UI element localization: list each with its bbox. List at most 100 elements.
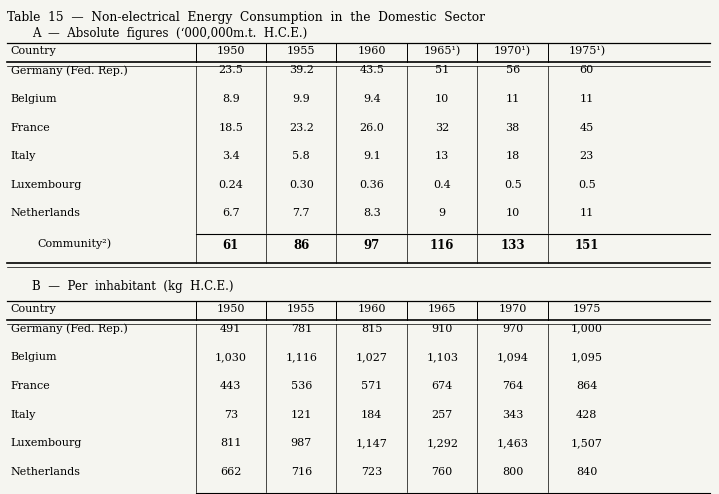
Text: 0.5: 0.5 [578, 180, 595, 190]
Text: 1,094: 1,094 [497, 352, 528, 362]
Text: Italy: Italy [11, 151, 36, 161]
Text: Community²): Community²) [37, 239, 111, 249]
Text: 1975: 1975 [572, 304, 601, 314]
Text: 39.2: 39.2 [289, 65, 313, 75]
Text: 8.3: 8.3 [363, 208, 380, 218]
Text: 1,292: 1,292 [426, 438, 458, 448]
Text: 18.5: 18.5 [219, 123, 243, 132]
Text: 6.7: 6.7 [222, 208, 239, 218]
Text: Italy: Italy [11, 410, 36, 419]
Text: 60: 60 [580, 65, 594, 75]
Text: 0.4: 0.4 [434, 180, 451, 190]
Text: 9.1: 9.1 [363, 151, 380, 161]
Text: 970: 970 [502, 324, 523, 333]
Text: 1975¹): 1975¹) [568, 46, 605, 57]
Text: 1950: 1950 [216, 46, 245, 56]
Text: 723: 723 [361, 467, 383, 477]
Text: Germany (Fed. Rep.): Germany (Fed. Rep.) [11, 324, 127, 334]
Text: 910: 910 [431, 324, 453, 333]
Text: Netherlands: Netherlands [11, 208, 81, 218]
Text: 571: 571 [361, 381, 383, 391]
Text: 23.2: 23.2 [289, 123, 313, 132]
Text: 764: 764 [502, 381, 523, 391]
Text: 1965: 1965 [428, 304, 457, 314]
Text: 45: 45 [580, 123, 594, 132]
Text: 8.9: 8.9 [222, 94, 239, 104]
Text: 133: 133 [500, 239, 525, 251]
Text: 781: 781 [290, 324, 312, 333]
Text: 1965¹): 1965¹) [423, 46, 461, 57]
Text: 1,027: 1,027 [356, 352, 388, 362]
Text: 1955: 1955 [287, 46, 316, 56]
Text: 1955: 1955 [287, 304, 316, 314]
Text: 674: 674 [431, 381, 453, 391]
Text: 0.36: 0.36 [360, 180, 384, 190]
Text: 987: 987 [290, 438, 312, 448]
Text: Belgium: Belgium [11, 352, 58, 362]
Text: 1,463: 1,463 [497, 438, 528, 448]
Text: 428: 428 [576, 410, 597, 419]
Text: 811: 811 [220, 438, 242, 448]
Text: 760: 760 [431, 467, 453, 477]
Text: 491: 491 [220, 324, 242, 333]
Text: 23.5: 23.5 [219, 65, 243, 75]
Text: 1,507: 1,507 [571, 438, 603, 448]
Text: 97: 97 [364, 239, 380, 251]
Text: 61: 61 [223, 239, 239, 251]
Text: 18: 18 [505, 151, 520, 161]
Text: 1,147: 1,147 [356, 438, 388, 448]
Text: 257: 257 [431, 410, 453, 419]
Text: 86: 86 [293, 239, 309, 251]
Text: 151: 151 [574, 239, 599, 251]
Text: 56: 56 [505, 65, 520, 75]
Text: 815: 815 [361, 324, 383, 333]
Text: 5.8: 5.8 [293, 151, 310, 161]
Text: 121: 121 [290, 410, 312, 419]
Text: 11: 11 [580, 94, 594, 104]
Text: 9.9: 9.9 [293, 94, 310, 104]
Text: B  —  Per  inhabitant  (kg  H.C.E.): B — Per inhabitant (kg H.C.E.) [32, 280, 234, 293]
Text: Germany (Fed. Rep.): Germany (Fed. Rep.) [11, 65, 127, 76]
Text: 51: 51 [435, 65, 449, 75]
Text: 443: 443 [220, 381, 242, 391]
Text: Belgium: Belgium [11, 94, 58, 104]
Text: 1,103: 1,103 [426, 352, 458, 362]
Text: 1960: 1960 [357, 304, 386, 314]
Text: 13: 13 [435, 151, 449, 161]
Text: Luxembourg: Luxembourg [11, 180, 82, 190]
Text: 1970: 1970 [498, 304, 527, 314]
Text: 840: 840 [576, 467, 597, 477]
Text: 26.0: 26.0 [360, 123, 384, 132]
Text: 343: 343 [502, 410, 523, 419]
Text: 116: 116 [430, 239, 454, 251]
Text: 32: 32 [435, 123, 449, 132]
Text: 73: 73 [224, 410, 238, 419]
Text: 23: 23 [580, 151, 594, 161]
Text: 0.5: 0.5 [504, 180, 521, 190]
Text: 1970¹): 1970¹) [494, 46, 531, 57]
Text: 1960: 1960 [357, 46, 386, 56]
Text: 0.24: 0.24 [219, 180, 243, 190]
Text: 9.4: 9.4 [363, 94, 380, 104]
Text: A  —  Absolute  figures  (‘000,000m.t.  H.C.E.): A — Absolute figures (‘000,000m.t. H.C.E… [32, 27, 308, 40]
Text: France: France [11, 381, 50, 391]
Text: 10: 10 [505, 208, 520, 218]
Text: 184: 184 [361, 410, 383, 419]
Text: 10: 10 [435, 94, 449, 104]
Text: 1950: 1950 [216, 304, 245, 314]
Text: 38: 38 [505, 123, 520, 132]
Text: 43.5: 43.5 [360, 65, 384, 75]
Text: 864: 864 [576, 381, 597, 391]
Text: 1,095: 1,095 [571, 352, 603, 362]
Text: Luxembourg: Luxembourg [11, 438, 82, 448]
Text: Table  15  —  Non-electrical  Energy  Consumption  in  the  Domestic  Sector: Table 15 — Non-electrical Energy Consump… [7, 11, 485, 24]
Text: 7.7: 7.7 [293, 208, 310, 218]
Text: 11: 11 [580, 208, 594, 218]
Text: 1,116: 1,116 [285, 352, 317, 362]
Text: 1,000: 1,000 [571, 324, 603, 333]
Text: Netherlands: Netherlands [11, 467, 81, 477]
Text: 716: 716 [290, 467, 312, 477]
Text: Country: Country [11, 46, 57, 56]
Text: 0.30: 0.30 [289, 180, 313, 190]
Text: 1,030: 1,030 [215, 352, 247, 362]
